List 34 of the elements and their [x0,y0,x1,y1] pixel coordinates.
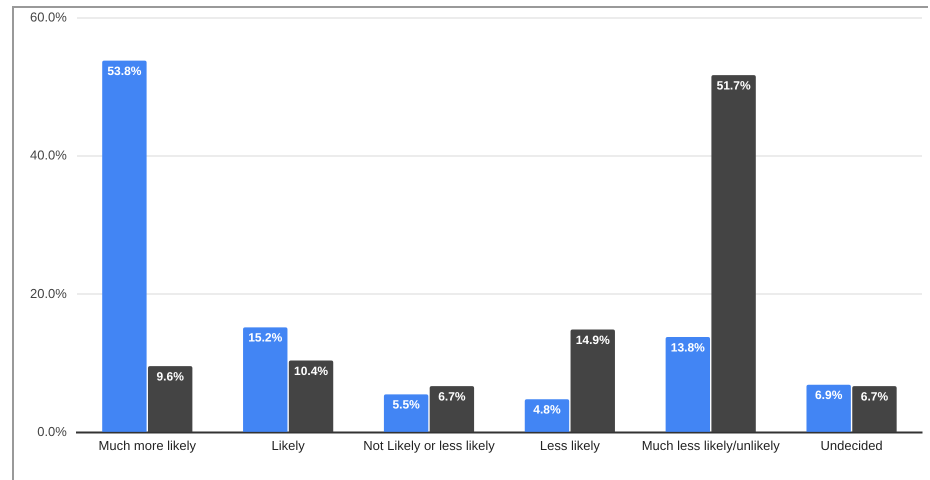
x-tick-label: Undecided [820,438,883,453]
data-label: 4.8% [533,402,561,417]
y-tick-label: 60.0% [30,9,68,24]
bar [711,75,756,432]
bar [430,386,474,432]
data-label: 6.7% [438,389,466,404]
bar [666,337,710,432]
data-label: 6.7% [860,389,888,404]
x-tick-label: Much more likely [98,438,197,453]
data-label: 14.9% [576,332,610,347]
data-label: 10.4% [294,364,328,378]
bar [102,60,147,432]
bar [243,327,288,432]
data-label: 9.6% [156,369,184,384]
x-tick-label: Likely [272,438,306,453]
bar [288,360,334,432]
bar [148,366,192,432]
data-label: 53.8% [107,64,142,78]
y-tick-label: 40.0% [30,148,68,163]
bar [806,384,851,432]
x-tick-label: Much less likely/unlikely [642,438,780,453]
data-label: 6.9% [815,388,843,402]
y-tick-label: 0.0% [37,424,68,439]
x-tick-label: Not Likely or less likely [363,438,496,453]
x-tick-label: Less likely [540,438,600,453]
bar [384,394,428,432]
bar [570,329,615,432]
data-label: 51.7% [716,78,751,92]
data-label: 15.2% [248,330,283,345]
data-label: 13.8% [670,340,706,354]
y-tick-label: 20.0% [30,286,68,301]
bar [524,399,570,432]
data-label: 5.5% [392,398,420,412]
bar [852,386,897,432]
